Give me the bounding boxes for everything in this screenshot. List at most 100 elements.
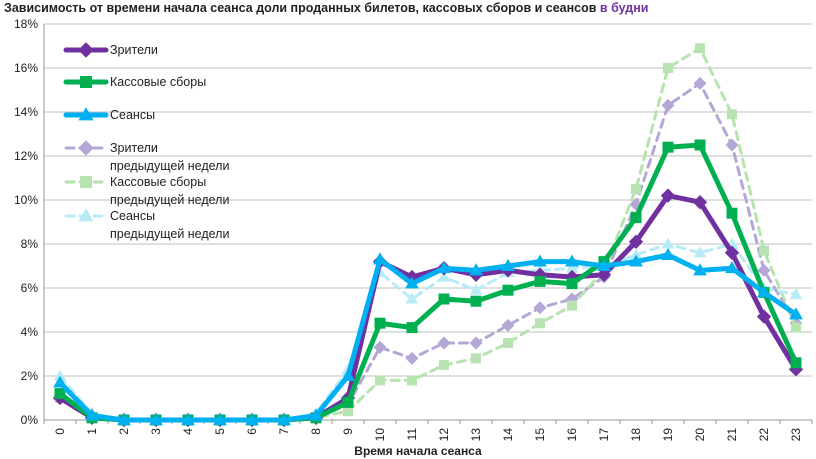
- y-tick-label: 2%: [21, 369, 39, 383]
- data-point-4: [503, 338, 513, 348]
- data-point-4: [695, 43, 705, 54]
- data-point-3: [437, 336, 451, 350]
- data-point-1: [790, 357, 802, 369]
- data-point-1: [374, 317, 386, 329]
- x-tick-label: 22: [757, 428, 771, 442]
- x-tick-label: 13: [469, 428, 483, 442]
- x-tick-label: 14: [501, 428, 515, 442]
- data-point-2: [661, 247, 675, 260]
- data-point-4: [631, 184, 641, 194]
- data-point-1: [726, 207, 738, 219]
- data-point-1: [630, 212, 642, 224]
- data-point-4: [535, 318, 545, 329]
- data-point-4: [759, 245, 769, 256]
- y-tick-label: 14%: [14, 105, 38, 119]
- x-tick-label: 9: [341, 428, 355, 435]
- data-point-2: [309, 408, 323, 421]
- x-tick-label: 15: [533, 428, 547, 442]
- data-point-4: [567, 300, 577, 311]
- legend-label: Зрители: [110, 43, 158, 57]
- legend-label: предыдущей недели: [110, 159, 229, 173]
- legend-swatch-marker: [80, 76, 92, 88]
- legend-swatch-marker: [78, 208, 94, 222]
- data-point-2: [117, 412, 131, 425]
- data-point-1: [566, 278, 578, 290]
- x-tick-label: 12: [437, 428, 451, 442]
- data-point-2: [85, 408, 99, 421]
- x-tick-label: 4: [181, 428, 195, 435]
- x-tick-label: 7: [277, 428, 291, 435]
- legend-label: Сеансы: [110, 108, 155, 122]
- legend-label: Сеансы: [110, 209, 155, 223]
- data-point-2: [533, 254, 547, 267]
- x-tick-label: 21: [725, 428, 739, 442]
- data-point-2: [277, 412, 291, 425]
- y-tick-label: 12%: [14, 149, 38, 163]
- data-point-4: [439, 360, 449, 370]
- data-point-1: [662, 141, 674, 153]
- data-point-1: [502, 284, 514, 296]
- x-tick-label: 16: [565, 428, 579, 442]
- x-tick-label: 10: [373, 428, 387, 442]
- data-point-4: [343, 406, 353, 417]
- data-point-0: [596, 267, 612, 282]
- y-tick-label: 16%: [14, 61, 38, 75]
- data-point-2: [629, 254, 643, 267]
- data-point-0: [564, 269, 580, 285]
- legend-swatch-marker: [78, 140, 94, 156]
- data-point-1: [470, 295, 482, 307]
- data-point-2: [213, 412, 227, 425]
- data-point-2: [373, 252, 387, 265]
- data-point-4: [663, 63, 673, 73]
- data-point-3: [469, 336, 483, 350]
- data-point-2: [245, 412, 259, 425]
- legend-label: Кассовые сборы: [110, 175, 206, 189]
- legend-label: предыдущей недели: [110, 227, 229, 241]
- data-point-2: [469, 263, 483, 276]
- legend-swatch-marker: [78, 42, 94, 58]
- data-point-5: [53, 369, 67, 381]
- legend-label: Кассовые сборы: [110, 75, 206, 89]
- chart-title-main: Зависимость от времени начала сеанса дол…: [4, 1, 597, 15]
- data-point-2: [53, 375, 67, 388]
- data-point-5: [565, 261, 579, 273]
- data-point-3: [405, 351, 419, 365]
- data-point-3: [693, 76, 707, 90]
- data-point-1: [342, 396, 354, 408]
- data-point-2: [181, 412, 195, 425]
- chart-title: Зависимость от времени начала сеанса дол…: [4, 1, 648, 15]
- data-point-2: [501, 258, 515, 271]
- y-tick-label: 18%: [14, 17, 38, 31]
- data-point-5: [405, 292, 419, 304]
- x-tick-label: 2: [117, 428, 131, 435]
- data-point-4: [407, 375, 417, 386]
- data-point-5: [693, 246, 707, 258]
- y-tick-label: 8%: [21, 237, 39, 251]
- data-point-1: [534, 275, 546, 287]
- data-point-3: [533, 301, 547, 315]
- y-tick-label: 6%: [21, 281, 39, 295]
- data-point-5: [789, 288, 803, 300]
- legend-label: предыдущей недели: [110, 193, 229, 207]
- x-tick-label: 23: [789, 428, 803, 442]
- data-point-1: [406, 322, 418, 334]
- data-point-0: [692, 195, 708, 210]
- chart-title-highlight: в будни: [599, 1, 649, 15]
- x-tick-label: 20: [693, 428, 707, 442]
- data-point-3: [725, 138, 739, 152]
- data-point-2: [149, 412, 163, 425]
- data-point-5: [629, 248, 643, 260]
- data-point-2: [693, 263, 707, 276]
- data-point-2: [565, 254, 579, 267]
- data-point-0: [724, 245, 740, 260]
- data-point-4: [791, 322, 801, 333]
- x-tick-label: 1: [85, 428, 99, 435]
- y-tick-label: 0%: [21, 413, 39, 427]
- data-point-2: [725, 261, 739, 274]
- x-tick-label: 8: [309, 428, 323, 435]
- data-point-3: [373, 340, 387, 354]
- data-point-5: [469, 283, 483, 295]
- series-line-2: [57, 252, 799, 423]
- data-point-1: [438, 293, 450, 305]
